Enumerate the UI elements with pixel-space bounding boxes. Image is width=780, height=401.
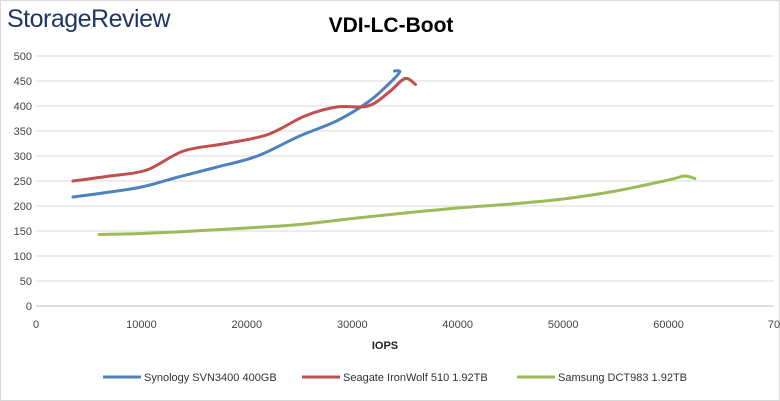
y-tick-label: 0 bbox=[26, 301, 32, 313]
x-tick-label: 30000 bbox=[337, 319, 368, 331]
gridlines bbox=[36, 55, 774, 307]
y-tick-label: 50 bbox=[20, 276, 32, 288]
y-tick-label: 300 bbox=[14, 151, 32, 163]
axes: 0 50 100 150 200 250 300 350 400 450 500 0 10000 2000… bbox=[14, 51, 780, 331]
y-tick-label: 350 bbox=[14, 126, 32, 138]
series-line-1 bbox=[71, 69, 402, 199]
x-tick-label: 10000 bbox=[126, 319, 157, 331]
storagereview-logo: StorageReview bbox=[7, 5, 171, 33]
y-tick-label: 450 bbox=[14, 76, 32, 88]
y-tick-label: 150 bbox=[14, 226, 32, 238]
y-tick-label: 400 bbox=[14, 101, 32, 113]
legend-label: Seagate IronWolf 510 1.92TB bbox=[343, 372, 488, 384]
x-tick-label: 50000 bbox=[548, 319, 579, 331]
chart-title: VDI-LC-Boot bbox=[328, 14, 454, 37]
y-tick-label: 200 bbox=[14, 201, 32, 213]
y-tick-label: 250 bbox=[14, 176, 32, 188]
series-line-2 bbox=[71, 76, 417, 183]
legend-label: Synology SVN3400 400GB bbox=[144, 372, 277, 384]
x-tick-label: 0 bbox=[33, 319, 39, 331]
x-tick-label: 20000 bbox=[232, 319, 263, 331]
x-tick-label: 60000 bbox=[653, 319, 684, 331]
y-tick-label: 100 bbox=[14, 251, 32, 263]
x-tick-label: 40000 bbox=[442, 319, 473, 331]
series-line-3 bbox=[97, 174, 697, 236]
legend-label: Samsung DCT983 1.92TB bbox=[558, 372, 687, 384]
x-axis-title: IOPS bbox=[372, 340, 398, 352]
x-tick-label: 70 bbox=[768, 319, 780, 331]
legend: Synology SVN3400 400GB Seagate IronWolf 5… bbox=[103, 372, 687, 384]
y-tick-label: 500 bbox=[14, 51, 32, 63]
series-lines bbox=[71, 69, 697, 236]
